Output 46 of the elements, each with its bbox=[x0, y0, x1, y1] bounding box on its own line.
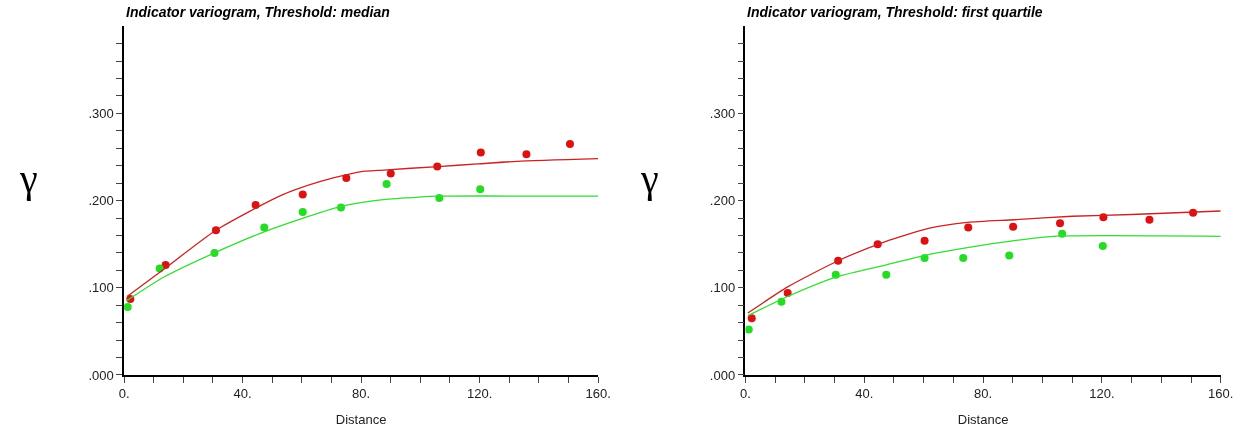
x-tick-label: 160. bbox=[1208, 386, 1234, 402]
point bbox=[747, 314, 756, 323]
point bbox=[745, 325, 753, 334]
point bbox=[920, 236, 929, 245]
chart-title: Indicator variogram, Threshold: first quartile bbox=[747, 4, 1043, 20]
x-tick-label: 0. bbox=[118, 386, 130, 402]
point bbox=[1145, 215, 1154, 224]
line-series bbox=[125, 195, 599, 302]
y-axis-title: γ bbox=[640, 156, 659, 201]
point bbox=[882, 270, 891, 279]
point bbox=[298, 207, 307, 216]
y-axis-title: γ bbox=[19, 156, 38, 201]
x-tick-label: 120. bbox=[1089, 386, 1115, 402]
point bbox=[1056, 219, 1065, 228]
point bbox=[476, 148, 485, 157]
point bbox=[964, 223, 973, 232]
x-tick-label: 80. bbox=[974, 386, 993, 402]
y-tick-label: .300 bbox=[88, 105, 114, 121]
x-axis-title: Distance bbox=[957, 412, 1009, 428]
x-tick-label: 40. bbox=[855, 386, 874, 402]
y-tick-label: .000 bbox=[88, 367, 114, 383]
y-tick-label: .000 bbox=[709, 367, 736, 383]
x-tick-label: 0. bbox=[740, 386, 751, 402]
x-tick-label: 120. bbox=[466, 386, 493, 402]
x-tick-label: 40. bbox=[233, 386, 252, 402]
point bbox=[1005, 251, 1014, 260]
y-tick-label: .300 bbox=[709, 105, 736, 121]
x-tick-label: 160. bbox=[585, 386, 611, 402]
y-tick-label: .100 bbox=[88, 280, 114, 296]
point bbox=[260, 223, 269, 232]
x-tick-label: 80. bbox=[352, 386, 371, 402]
y-tick-label: .200 bbox=[88, 193, 114, 209]
point bbox=[1009, 222, 1018, 231]
point bbox=[124, 302, 132, 311]
point bbox=[298, 190, 307, 199]
point bbox=[565, 139, 574, 148]
point bbox=[1098, 241, 1107, 250]
point bbox=[959, 254, 968, 263]
point bbox=[386, 169, 395, 178]
y-tick-label: .200 bbox=[709, 193, 736, 209]
x-axis-title: Distance bbox=[335, 412, 387, 428]
point bbox=[382, 179, 391, 188]
chart-title: Indicator variogram, Threshold: median bbox=[126, 4, 390, 20]
point bbox=[476, 185, 485, 194]
point bbox=[522, 150, 531, 159]
y-tick-label: .100 bbox=[709, 280, 736, 296]
